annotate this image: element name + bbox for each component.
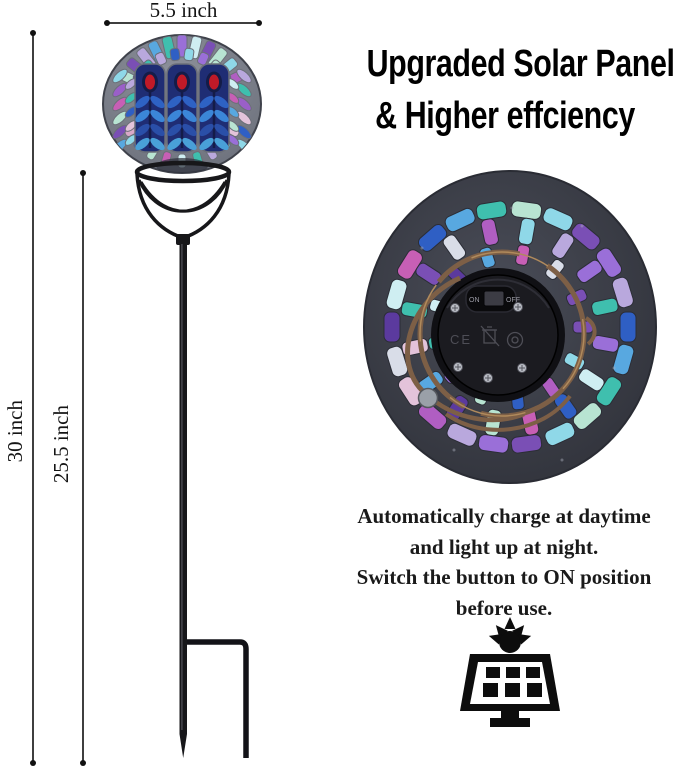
screws xyxy=(450,302,527,383)
basket-stand xyxy=(134,160,232,245)
total-height-dimension-line xyxy=(32,33,34,763)
stake-pole xyxy=(179,242,187,758)
solar-panel-closeup-photo: ON OFF CE xyxy=(363,170,657,484)
peacock-feather-panels xyxy=(131,62,233,154)
stake-height-dimension-line xyxy=(82,173,84,763)
dimension-endpoint-dot xyxy=(80,170,86,176)
mosaic-tiles-outer xyxy=(383,200,637,454)
closeup-ball: ON OFF CE xyxy=(363,170,657,484)
stake-height-dimension-label: 25.5 inch xyxy=(49,405,73,484)
switch-off-label: OFF xyxy=(506,297,520,304)
stake-point xyxy=(179,734,187,758)
wire-ball-end xyxy=(417,387,439,409)
ground-prong xyxy=(187,639,249,758)
stake-light-photo xyxy=(102,34,262,758)
sun-icon xyxy=(487,617,533,653)
dimension-endpoint-dot xyxy=(30,30,36,36)
dimension-endpoint-dot xyxy=(104,20,110,26)
bronze-wire-frame xyxy=(405,249,597,432)
weee-bin-icon xyxy=(480,325,500,347)
solar-unit: ON OFF CE xyxy=(431,268,565,402)
description-line-1: Automatically charge at daytime xyxy=(357,504,651,528)
switch-on-label: ON xyxy=(469,297,480,304)
on-off-switch: ON OFF xyxy=(465,285,520,313)
width-dimension-label: 5.5 inch xyxy=(149,0,218,22)
description-line-2: and light up at night. xyxy=(409,534,599,559)
dimension-endpoint-dot xyxy=(80,760,86,766)
description-line-3: Switch the button to ON position xyxy=(356,565,652,589)
solar-panel-icon xyxy=(460,617,560,727)
width-dimension-line xyxy=(107,22,260,24)
round-certification-icon xyxy=(506,331,524,349)
headline: Upgraded Solar Panel & Higher effciency xyxy=(332,38,678,142)
dimension-endpoint-dot xyxy=(256,20,262,26)
total-height-dimension-label: 30 inch xyxy=(3,400,27,463)
mosaic-globe xyxy=(102,34,262,174)
description-text: Automatically charge at daytime and ligh… xyxy=(330,501,678,623)
dimension-endpoint-dot xyxy=(30,760,36,766)
certification-marks: CE xyxy=(450,325,524,349)
headline-line-2: & Higher effciency xyxy=(375,95,635,137)
headline-line-1: Upgraded Solar Panel xyxy=(366,43,675,85)
description-line-4: before use. xyxy=(455,595,553,620)
panel-stand xyxy=(490,711,530,727)
panel xyxy=(460,654,560,711)
ce-mark: CE xyxy=(450,332,472,347)
grout-sparkles xyxy=(420,206,616,462)
